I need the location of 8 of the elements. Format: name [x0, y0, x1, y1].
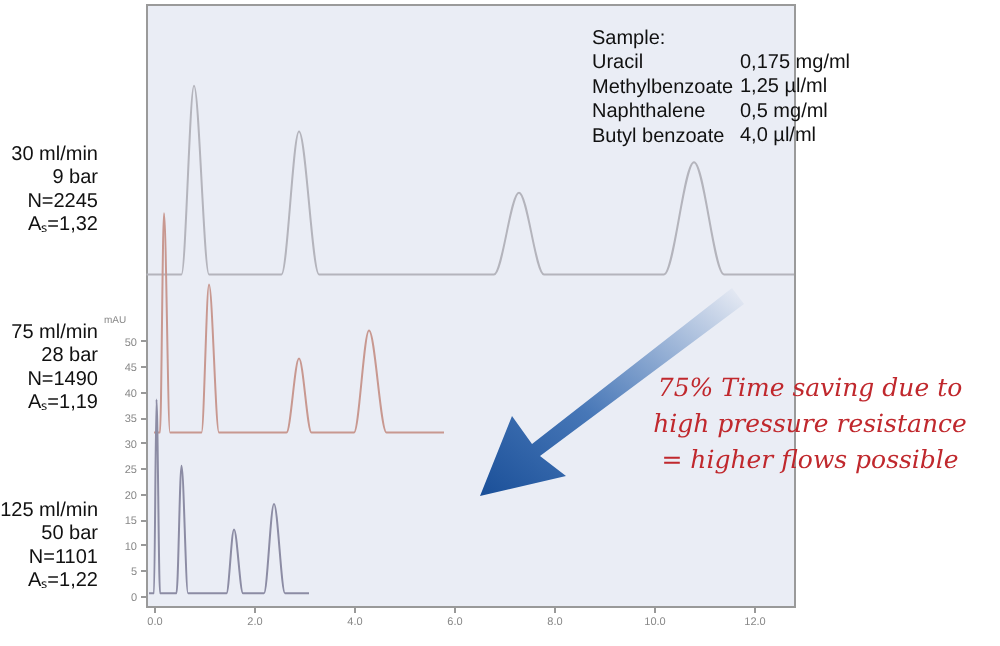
- text: 30 ml/min 9 bar N=2245 Aₛ=1,32: [11, 144, 100, 237]
- text: 125 ml/min 50 bar N=1101 Aₛ=1,22: [0, 500, 100, 593]
- annotation: 0,175 mg/ml 1,25 µl/ml 0,5 mg/ml 4,0 µl/ml: [740, 52, 851, 148]
- line-series: [148, 398, 310, 595]
- annotation: Sample: Uracil Methylbenzoate Naphthalene Butyl benzoate: [592, 28, 735, 148]
- annotation: 75% Time saving due to high pressure resistance = higher flows possible: [653, 372, 967, 474]
- text: 75 ml/min 28 bar N=1490 Aₛ=1,19: [11, 322, 100, 415]
- line-series: [153, 212, 445, 434]
